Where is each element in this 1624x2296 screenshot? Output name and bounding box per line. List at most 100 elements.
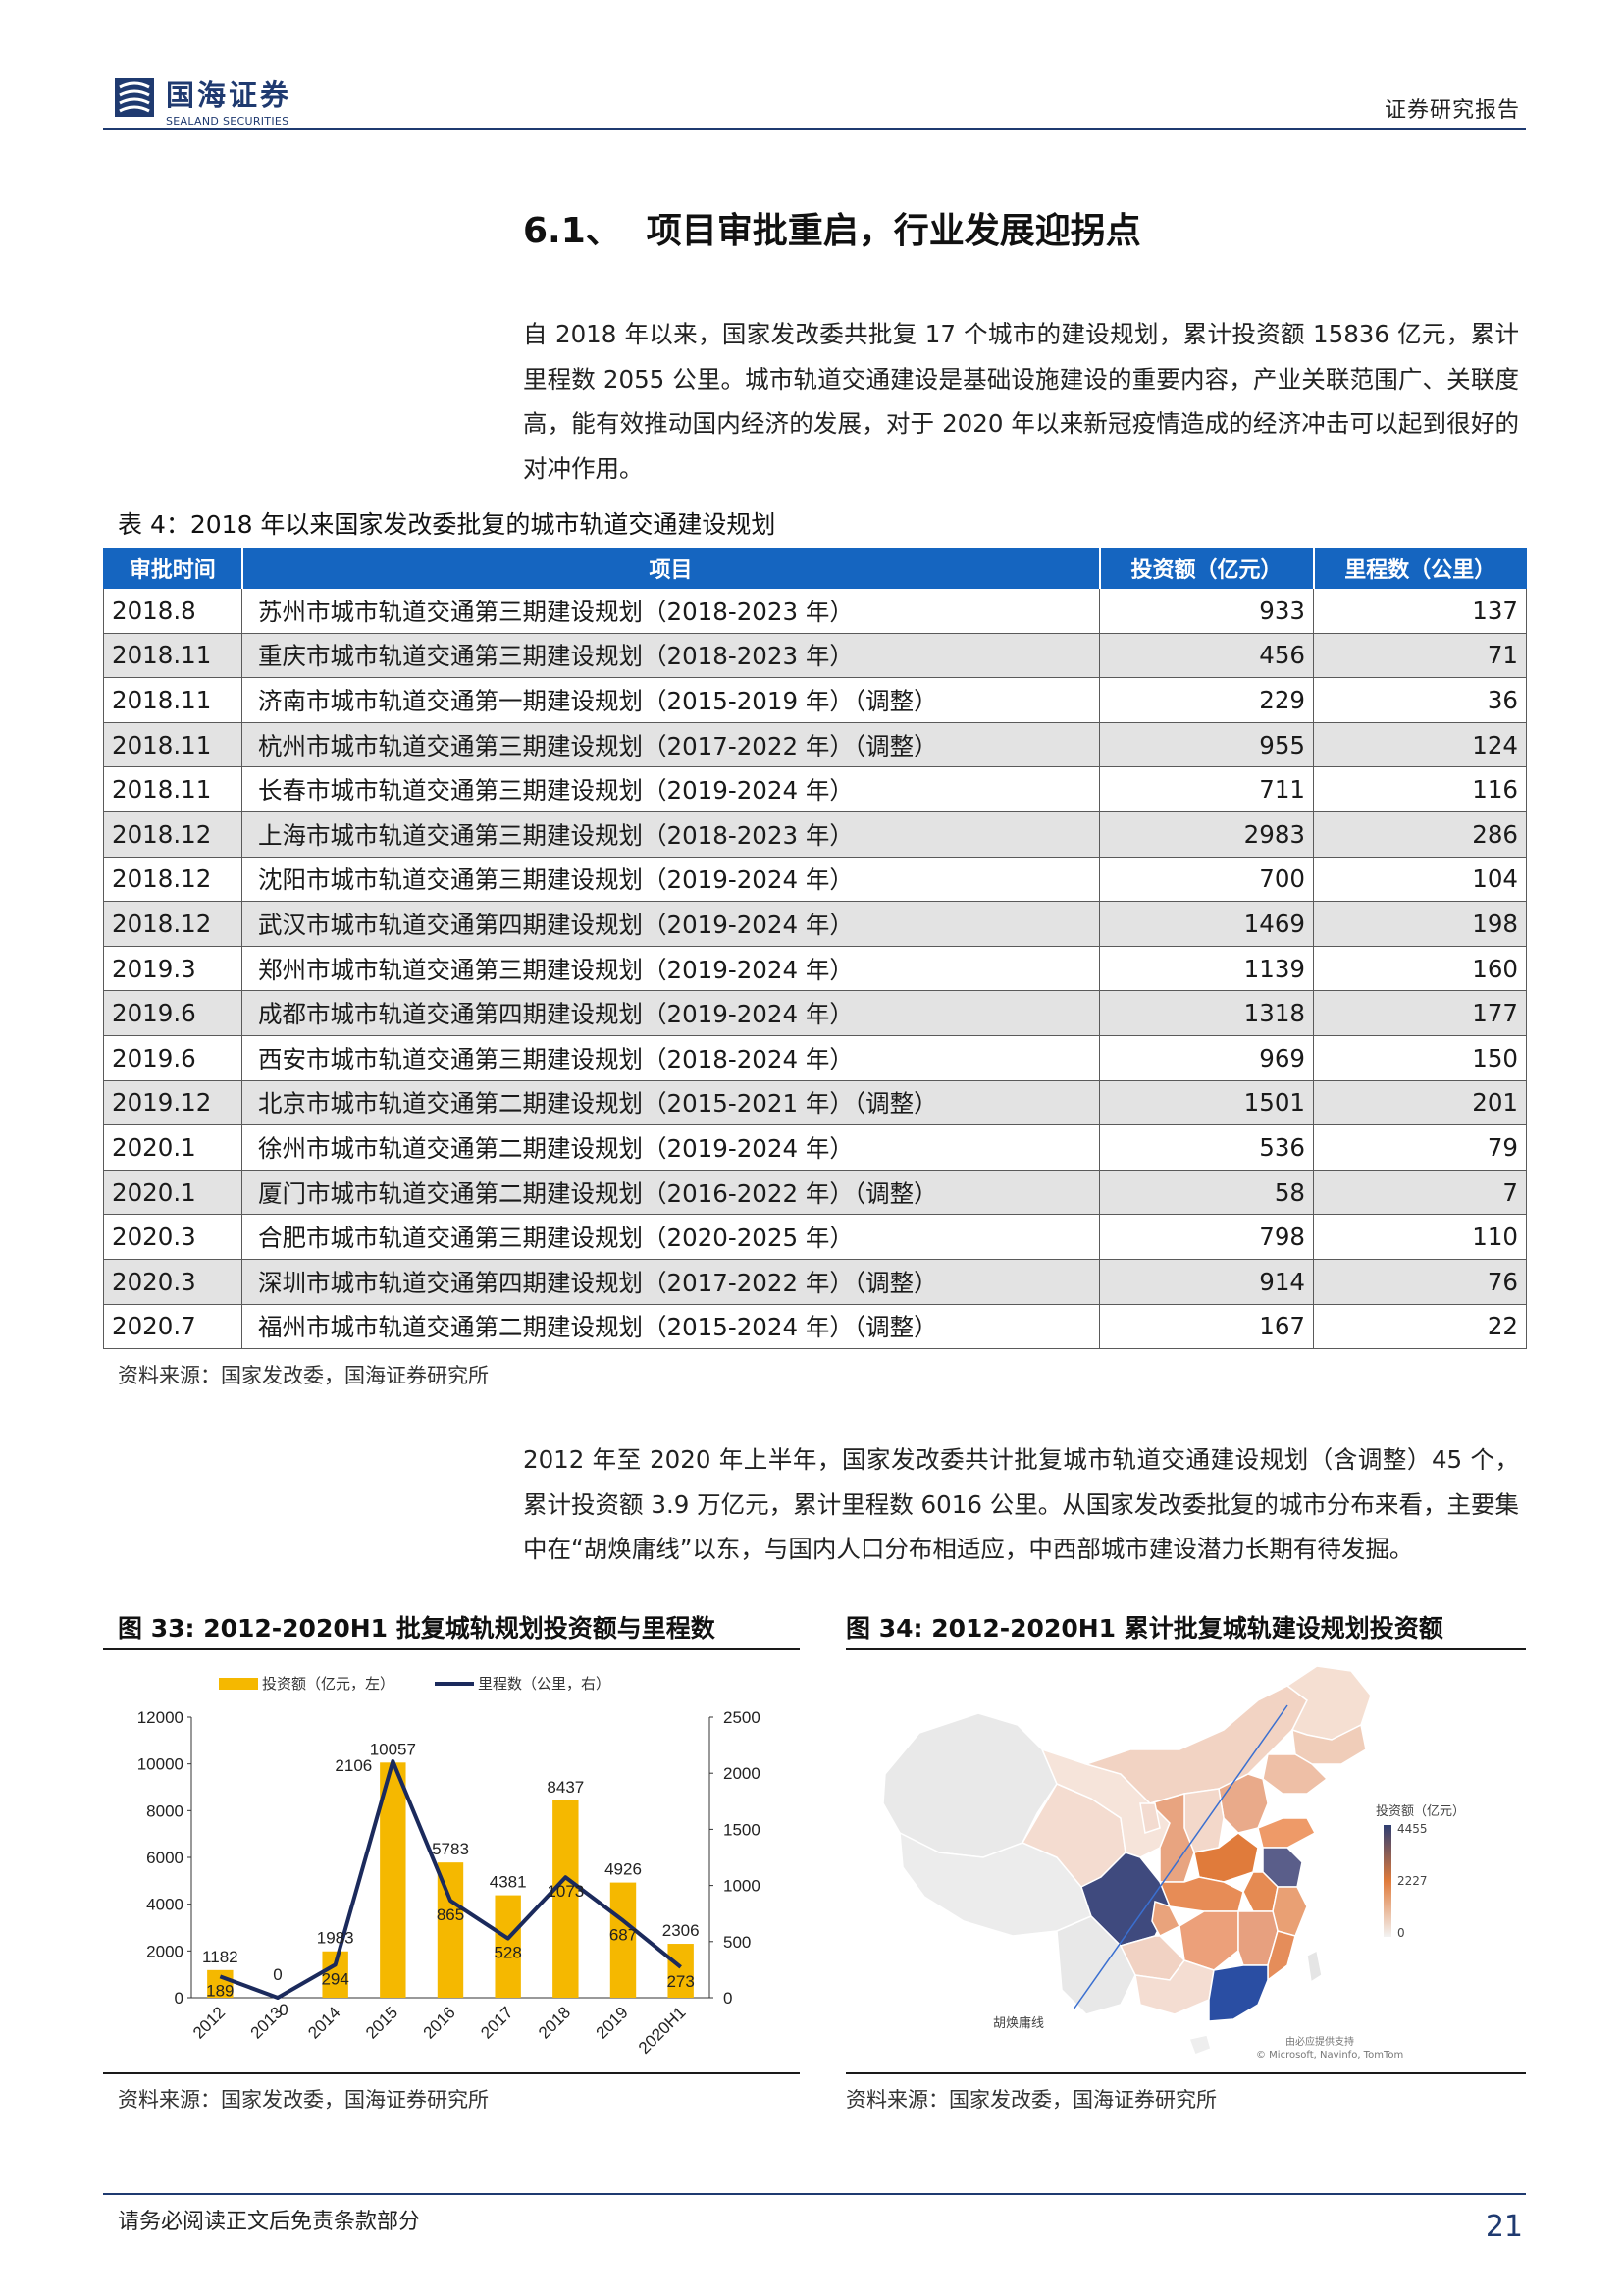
map-region-fujian: [1267, 1930, 1296, 1982]
table-row: 2018.12 沈阳市城市轨道交通第三期建设规划（2019-2024 年） 700 1…: [103, 856, 1527, 903]
table-row: 2019.3 郑州市城市轨道交通第三期建设规划（2019-2024 年） 1139 1…: [103, 945, 1527, 992]
cell-date: 2019.6: [103, 990, 242, 1036]
cell-project: 苏州市城市轨道交通第三期建设规划（2018-2023 年）: [241, 588, 1100, 634]
line-value-label: 0: [279, 2001, 288, 2019]
right-axis-tick-label: 1000: [723, 1877, 760, 1896]
table-row: 2019.6 成都市城市轨道交通第四期建设规划（2019-2024 年） 1318 1…: [103, 990, 1527, 1036]
map-region-hainan: [1187, 2034, 1212, 2056]
figure-33-bottom-rule: [103, 2072, 800, 2074]
header-investment: 投资额（亿元）: [1099, 548, 1315, 589]
cell-investment: 2983: [1099, 810, 1314, 858]
line-value-label: 865: [437, 1905, 464, 1924]
right-axis-tick-label: 500: [723, 1933, 751, 1952]
legend-label-mileage: 里程数（公里，右）: [478, 1676, 610, 1693]
company-logo: 国海证券 SEALAND SECURITIES: [115, 73, 333, 128]
map-attribution-en: © Microsoft, Navinfo, TomTom: [1256, 2050, 1403, 2061]
map-scale-min: 0: [1397, 1926, 1405, 1940]
figure-34-top-rule: [846, 1648, 1526, 1650]
page-header: 国海证券 SEALAND SECURITIES 证券研究报告: [103, 69, 1526, 130]
legend-label-investment: 投资额（亿元，左）: [262, 1676, 394, 1693]
left-axis-tick-label: 0: [175, 1989, 183, 2008]
paragraph-approvals-since-2018: 自 2018 年以来，国家发改委共批复 17 个城市的建设规划，累计投资额 15…: [523, 320, 1519, 483]
cell-project: 济南市城市轨道交通第一期建设规划（2015-2019 年）（调整）: [241, 677, 1100, 723]
bar-value-label: 1182: [202, 1948, 238, 1966]
table-caption: 表 4：2018 年以来国家发改委批复的城市轨道交通建设规划: [118, 510, 776, 539]
right-axis-tick-label: 1500: [723, 1820, 760, 1839]
map-scale-mid: 2227: [1397, 1874, 1428, 1888]
cell-project: 上海市城市轨道交通第三期建设规划（2018-2023 年）: [241, 810, 1100, 858]
legend-swatch-investment: [219, 1678, 258, 1690]
table-row: 2018.8 苏州市城市轨道交通第三期建设规划（2018-2023 年） 933 13…: [103, 588, 1527, 634]
left-axis-tick-label: 8000: [146, 1801, 183, 1820]
figure-34-bottom-rule: [846, 2072, 1526, 2074]
cell-investment: 711: [1099, 766, 1314, 812]
bar-value-label: 2306: [662, 1921, 700, 1940]
footer-disclaimer: 请务必阅读正文后免责条款部分: [118, 2210, 421, 2234]
cell-project: 厦门市城市轨道交通第二期建设规划（2016-2022 年）（调整）: [241, 1169, 1100, 1216]
company-name-en: SEALAND SECURITIES: [166, 115, 289, 128]
cell-date: 2020.3: [103, 1258, 242, 1305]
section-number: 6.1、: [523, 211, 621, 251]
line-value-label: 273: [666, 1972, 694, 1991]
section-title-text: 项目审批重启，行业发展迎拐点: [646, 211, 1141, 251]
cell-project: 徐州市城市轨道交通第二期建设规划（2019-2024 年）: [241, 1124, 1100, 1171]
table-row: 2020.7 福州市城市轨道交通第二期建设规划（2015-2024 年）（调整） 1…: [103, 1303, 1527, 1350]
bar-investment: [552, 1800, 579, 1998]
x-axis-category-label: 2015: [362, 2003, 401, 2042]
cell-mileage: 150: [1313, 1034, 1527, 1081]
table-row: 2020.1 徐州市城市轨道交通第二期建设规划（2019-2024 年） 536 79: [103, 1124, 1527, 1171]
cell-date: 2018.11: [103, 677, 242, 723]
cell-date: 2018.12: [103, 856, 242, 903]
table-header-row: 审批时间 项目 投资额（亿元） 里程数（公里）: [103, 548, 1527, 589]
cell-investment: 456: [1099, 632, 1314, 679]
map-region-ningxia: [1139, 1802, 1161, 1834]
map-region-liaoning: [1262, 1753, 1329, 1795]
header-date: 审批时间: [103, 548, 243, 589]
bar-value-label: 4926: [604, 1860, 642, 1879]
cell-mileage: 177: [1313, 990, 1527, 1036]
cell-date: 2018.12: [103, 810, 242, 858]
cell-date: 2020.1: [103, 1169, 242, 1216]
cell-investment: 933: [1099, 588, 1314, 634]
right-axis-tick-label: 2500: [723, 1708, 760, 1727]
cell-mileage: 110: [1313, 1214, 1527, 1260]
line-value-label: 1073: [547, 1882, 584, 1901]
paragraph-2012-2020-summary: 2012 年至 2020 年上半年，国家发改委共计批复城市轨道交通建设规划（含调…: [523, 1445, 1519, 1563]
section-heading: 6.1、 项目审批重启，行业发展迎拐点: [523, 202, 1141, 253]
table-row: 2020.1 厦门市城市轨道交通第二期建设规划（2016-2022 年）（调整） 5…: [103, 1169, 1527, 1216]
bar-value-label: 1983: [317, 1929, 354, 1948]
cell-project: 沈阳市城市轨道交通第三期建设规划（2019-2024 年）: [241, 856, 1100, 903]
bar-value-label: 0: [273, 1965, 282, 1984]
bar-value-label: 10057: [370, 1740, 416, 1758]
line-value-label: 189: [206, 1981, 234, 2000]
bar-investment: [437, 1862, 464, 1998]
hu-huanyong-label: 胡焕庸线: [993, 2015, 1044, 2031]
cell-mileage: 160: [1313, 945, 1527, 992]
cell-investment: 1469: [1099, 901, 1314, 947]
page-number: 21: [1485, 2210, 1523, 2244]
line-value-label: 528: [494, 1944, 521, 1962]
cell-date: 2018.11: [103, 766, 242, 812]
report-type: 证券研究报告: [1384, 98, 1520, 123]
cell-project: 长春市城市轨道交通第三期建设规划（2019-2024 年）: [241, 766, 1100, 812]
cell-mileage: 198: [1313, 901, 1527, 947]
cell-date: 2019.12: [103, 1079, 242, 1126]
figure-33-title: 图 33: 2012-2020H1 批复城轨规划投资额与里程数: [118, 1614, 715, 1643]
cell-investment: 969: [1099, 1034, 1314, 1081]
bar-value-label: 4381: [490, 1873, 527, 1892]
figure-34-title: 图 34: 2012-2020H1 累计批复城轨建设规划投资额: [846, 1614, 1443, 1643]
cell-investment: 229: [1099, 677, 1314, 723]
line-value-label: 2106: [335, 1756, 372, 1775]
cell-date: 2018.11: [103, 721, 242, 768]
map-attribution-cn: 由必应提供支持: [1285, 2035, 1354, 2048]
cell-investment: 798: [1099, 1214, 1314, 1260]
left-axis-tick-label: 4000: [146, 1896, 183, 1914]
map-region-shandong: [1257, 1817, 1317, 1849]
cell-mileage: 71: [1313, 632, 1527, 679]
cell-investment: 58: [1099, 1169, 1314, 1216]
left-axis-tick-label: 2000: [146, 1942, 183, 1960]
cell-investment: 955: [1099, 721, 1314, 768]
map-regions: [882, 1665, 1372, 2056]
x-axis-category-label: 2020H1: [635, 2003, 690, 2058]
map-region-zhejiang: [1272, 1886, 1308, 1937]
